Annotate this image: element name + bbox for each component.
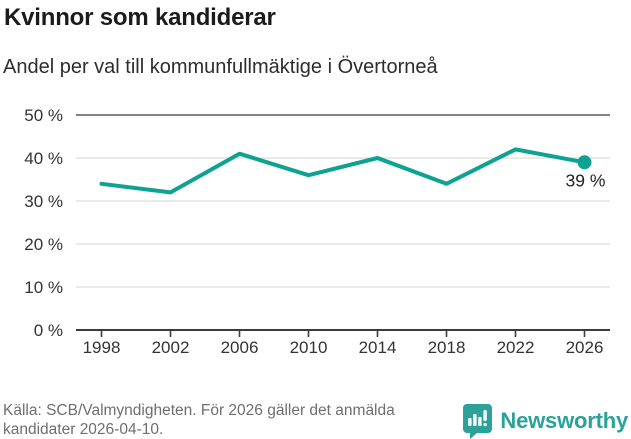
y-tick-label: 50 % xyxy=(24,106,63,125)
x-tick-label: 2022 xyxy=(497,338,535,357)
x-tick-label: 2010 xyxy=(290,338,328,357)
source-note: Källa: SCB/Valmyndigheten. För 2026 gäll… xyxy=(3,402,395,439)
newsworthy-logo[interactable]: Newsworthy xyxy=(462,403,628,439)
y-tick-label: 40 % xyxy=(24,149,63,168)
y-tick-label: 30 % xyxy=(24,192,63,211)
source-line: kandidater 2026-04-10. xyxy=(3,420,164,438)
y-tick-label: 20 % xyxy=(24,235,63,254)
x-tick-label: 2026 xyxy=(566,338,604,357)
last-value-label: 39 % xyxy=(566,170,606,190)
line-chart: 0 % 10 % 20 % 30 % 40 % 50 % 1998 2002 2006 2010 2… xyxy=(24,106,610,357)
x-tick-label: 2018 xyxy=(428,338,466,357)
chart-title: Kvinnor som kandiderar xyxy=(4,4,276,31)
source-line: Källa: SCB/Valmyndigheten. För 2026 gäll… xyxy=(3,402,395,419)
y-tick-label: 10 % xyxy=(24,278,63,297)
x-tick-label: 2006 xyxy=(221,338,259,357)
last-data-point xyxy=(577,155,592,170)
footer: Källa: SCB/Valmyndigheten. För 2026 gäll… xyxy=(3,402,628,439)
x-tick-label: 2014 xyxy=(359,338,397,357)
x-tick-label: 1998 xyxy=(83,338,121,357)
y-tick-label: 0 % xyxy=(34,321,63,340)
data-line xyxy=(99,147,587,195)
newsworthy-wordmark: Newsworthy xyxy=(500,408,628,433)
chart-subtitle: Andel per val till kommunfullmäktige i Ö… xyxy=(3,56,438,78)
newsworthy-logo-icon xyxy=(462,403,493,439)
x-tick-label: 2002 xyxy=(152,338,190,357)
